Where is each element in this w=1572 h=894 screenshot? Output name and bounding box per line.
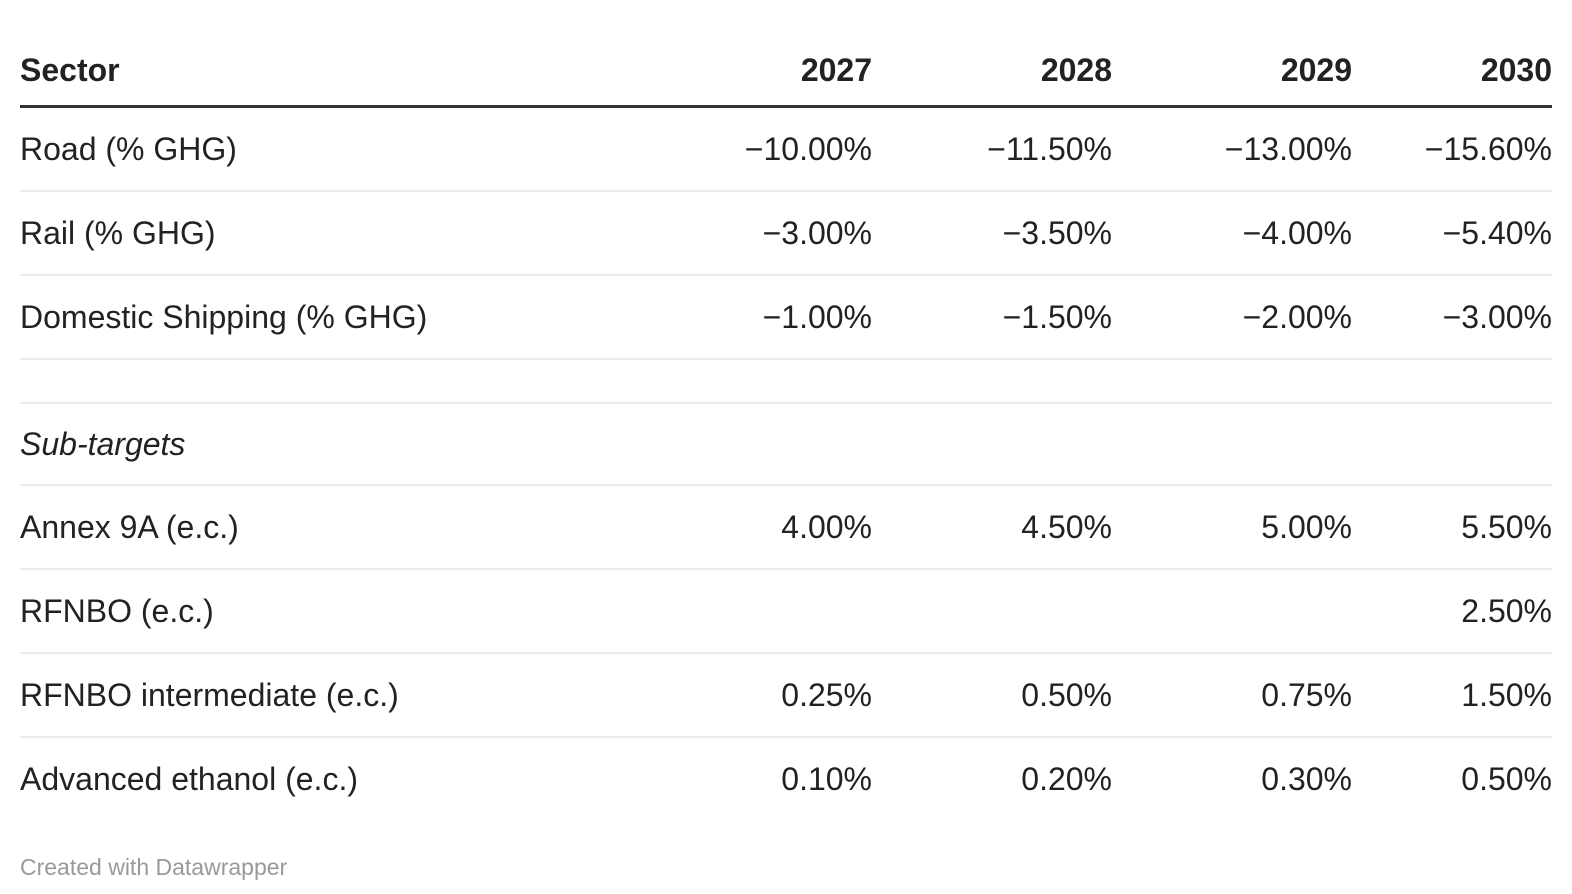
table-row: Domestic Shipping (% GHG) −1.00% −1.50% −2.…	[20, 275, 1552, 360]
attribution-text: Created with Datawrapper	[20, 854, 288, 880]
cell-value: 5.00%	[1112, 485, 1352, 570]
column-header-2029: 2029	[1112, 40, 1352, 108]
table-row: RFNBO (e.c.) 2.50%	[20, 569, 1552, 654]
cell-value: 4.50%	[872, 485, 1112, 570]
row-label	[20, 359, 632, 404]
cell-value: −4.00%	[1112, 191, 1352, 276]
cell-value: 0.50%	[872, 653, 1112, 738]
data-table: Sector 2027 2028 2029 2030 Road (% GHG) −…	[20, 40, 1552, 820]
table-row: Advanced ethanol (e.c.) 0.10% 0.20% 0.30% 0.…	[20, 737, 1552, 820]
column-header-2027: 2027	[632, 40, 872, 108]
table-body: Road (% GHG) −10.00% −11.50% −13.00% −15.60%…	[20, 106, 1552, 821]
section-row: Sub-targets	[20, 403, 1552, 486]
row-label: Domestic Shipping (% GHG)	[20, 275, 632, 360]
row-label: Annex 9A (e.c.)	[20, 485, 632, 570]
table-row: Annex 9A (e.c.) 4.00% 4.50% 5.00% 5.50%	[20, 485, 1552, 570]
spacer-row	[20, 359, 1552, 404]
cell-value: −5.40%	[1352, 191, 1552, 276]
row-label: RFNBO intermediate (e.c.)	[20, 653, 632, 738]
cell-value	[872, 569, 1112, 654]
cell-value	[1112, 403, 1352, 486]
cell-value: 0.50%	[1461, 760, 1552, 797]
cell-value: 0.20%	[1021, 760, 1112, 797]
table-header: Sector 2027 2028 2029 2030	[20, 40, 1552, 108]
row-label: Road (% GHG)	[20, 106, 632, 192]
cell-value	[632, 569, 872, 654]
column-header-sector: Sector	[20, 40, 632, 108]
cell-value: −3.00%	[632, 191, 872, 276]
cell-value	[1352, 403, 1552, 486]
cell-value: 0.75%	[1112, 653, 1352, 738]
cell-value: −15.60%	[1352, 106, 1552, 192]
row-label: Sub-targets	[20, 403, 632, 486]
cell-value: −3.50%	[872, 191, 1112, 276]
cell-value: −10.00%	[632, 106, 872, 192]
cell-value	[1112, 569, 1352, 654]
cell-value	[632, 403, 872, 486]
column-header-2030: 2030	[1352, 40, 1552, 108]
cell-value	[1112, 359, 1352, 404]
cell-value	[872, 359, 1112, 404]
column-header-2028: 2028	[872, 40, 1112, 108]
row-label: RFNBO (e.c.)	[20, 569, 632, 654]
row-label: Advanced ethanol (e.c.)	[20, 760, 358, 797]
cell-value: −13.00%	[1112, 106, 1352, 192]
table-row: Road (% GHG) −10.00% −11.50% −13.00% −15.60%	[20, 106, 1552, 192]
header-row: Sector 2027 2028 2029 2030	[20, 40, 1552, 108]
cell-value: 2.50%	[1352, 569, 1552, 654]
cell-value: 1.50%	[1352, 653, 1552, 738]
cell-value: 5.50%	[1352, 485, 1552, 570]
table-row: RFNBO intermediate (e.c.) 0.25% 0.50% 0.75%…	[20, 653, 1552, 738]
cell-value: 4.00%	[632, 485, 872, 570]
cell-value: −1.50%	[872, 275, 1112, 360]
cell-value: 0.25%	[632, 653, 872, 738]
cell-value: 0.10%	[781, 760, 872, 797]
cell-value: −11.50%	[872, 106, 1112, 192]
table-row: Rail (% GHG) −3.00% −3.50% −4.00% −5.40%	[20, 191, 1552, 276]
cell-value	[872, 403, 1112, 486]
cell-value: −3.00%	[1352, 275, 1552, 360]
cell-value: 0.30%	[1261, 760, 1352, 797]
cell-value	[632, 359, 872, 404]
cell-value: −2.00%	[1112, 275, 1352, 360]
cell-value: −1.00%	[632, 275, 872, 360]
row-label: Rail (% GHG)	[20, 191, 632, 276]
cell-value	[1352, 359, 1552, 404]
